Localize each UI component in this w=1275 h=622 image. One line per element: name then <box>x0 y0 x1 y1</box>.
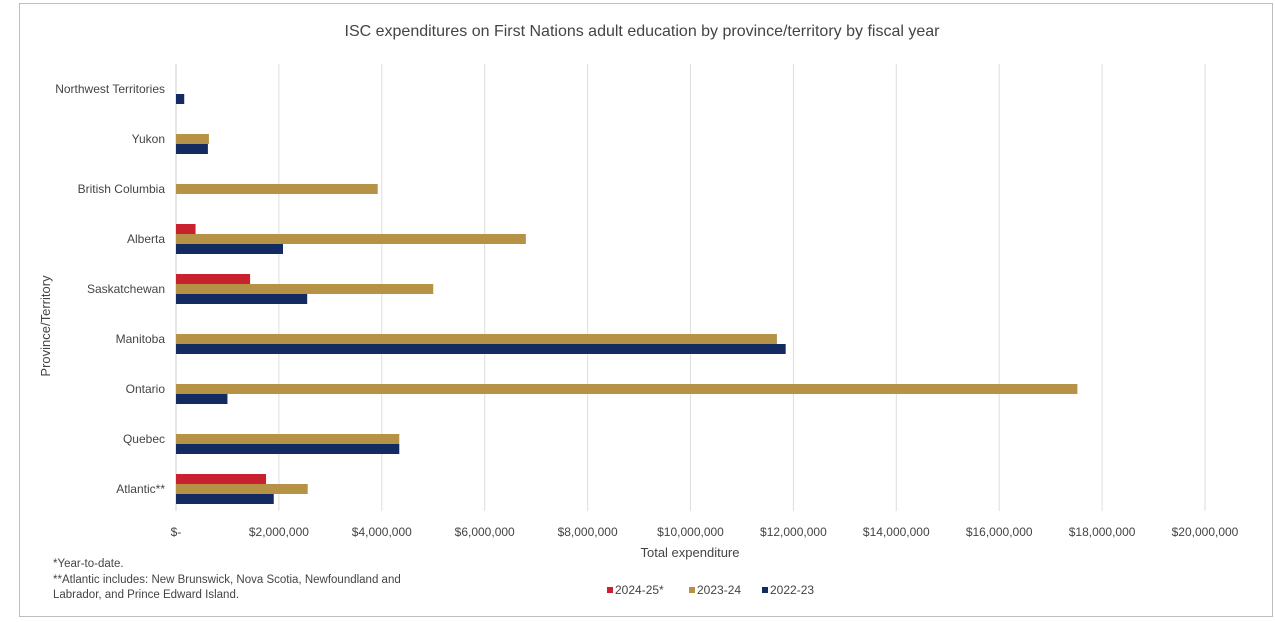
bar <box>176 434 400 444</box>
legend-label: 2024-25* <box>615 583 664 597</box>
legend-swatch <box>689 587 695 593</box>
bar <box>176 394 228 404</box>
x-axis-title: Total expenditure <box>640 545 739 560</box>
category-label: Atlantic** <box>116 482 165 496</box>
x-tick-labels: $- $2,000,000 $4,000,000 $6,000,000 $8,000,0… <box>171 525 1239 539</box>
legend-label: 2022-23 <box>770 583 814 597</box>
footnote-3: Labrador, and Prince Edward Island. <box>53 589 239 601</box>
category-label: Quebec <box>123 432 165 446</box>
x-tick-label: $6,000,000 <box>455 525 515 539</box>
x-tick-label: $20,000,000 <box>1172 525 1239 539</box>
bar <box>176 234 526 244</box>
bar <box>176 94 185 104</box>
x-tick-label: $2,000,000 <box>249 525 309 539</box>
footnote-2: **Atlantic includes: New Brunswick, Nova… <box>53 574 401 586</box>
bar <box>176 294 308 304</box>
category-label: Northwest Territories <box>55 82 165 96</box>
bar <box>176 284 434 294</box>
bar <box>176 334 777 344</box>
x-tick-label: $16,000,000 <box>966 525 1033 539</box>
category-label: Yukon <box>132 132 165 146</box>
x-tick-label: $8,000,000 <box>558 525 618 539</box>
legend: 2024-25* 2023-24 2022-23 <box>607 583 814 597</box>
x-tick-label: $4,000,000 <box>352 525 412 539</box>
category-labels: Northwest Territories Yukon British Columb… <box>55 82 165 496</box>
bar <box>176 384 1078 394</box>
x-tick-label: $10,000,000 <box>657 525 724 539</box>
bar <box>176 134 209 144</box>
chart-frame: ISC expenditures on First Nations adult … <box>19 3 1273 617</box>
legend-swatch <box>762 587 768 593</box>
x-tick-label: $18,000,000 <box>1069 525 1136 539</box>
bar <box>176 484 308 494</box>
x-tick-label: $- <box>171 525 182 539</box>
legend-swatch <box>607 587 613 593</box>
bar <box>176 344 786 354</box>
chart-svg: ISC expenditures on First Nations adult … <box>38 23 1239 601</box>
bar <box>176 144 208 154</box>
category-label: Ontario <box>126 382 166 396</box>
chart-title: ISC expenditures on First Nations adult … <box>345 23 941 40</box>
category-label: Manitoba <box>116 332 166 346</box>
bar <box>176 224 196 234</box>
bar <box>176 244 284 254</box>
bar <box>176 184 378 194</box>
bar <box>176 474 267 484</box>
footnote-1: *Year-to-date. <box>53 558 124 570</box>
category-label: British Columbia <box>78 182 166 196</box>
bars <box>176 94 1078 504</box>
bar <box>176 274 251 284</box>
x-tick-label: $12,000,000 <box>760 525 827 539</box>
y-axis-title: Province/Territory <box>38 275 53 377</box>
legend-label: 2023-24 <box>697 583 741 597</box>
bar <box>176 494 274 504</box>
bar <box>176 444 400 454</box>
category-label: Alberta <box>127 232 165 246</box>
category-label: Saskatchewan <box>87 282 165 296</box>
footnotes: *Year-to-date. **Atlantic includes: New … <box>53 558 401 601</box>
x-tick-label: $14,000,000 <box>863 525 930 539</box>
